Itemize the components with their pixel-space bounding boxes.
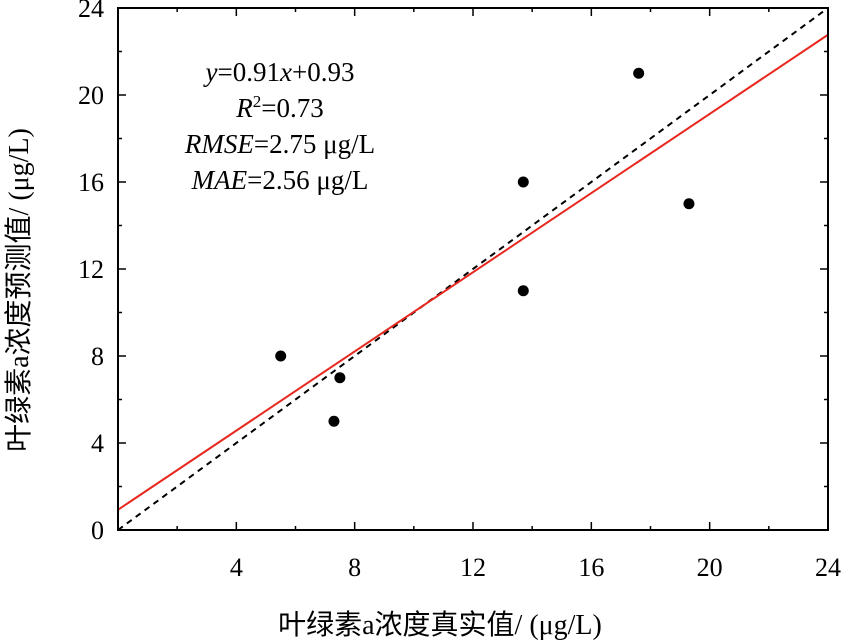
- y-tick-label: 12: [78, 255, 104, 284]
- identity-line: [117, 7, 829, 531]
- y-tick-labels: 0 4 8 12 16 20 24: [78, 0, 104, 545]
- y-axis-title: 叶绿素a浓度预测值/ (μg/L): [3, 128, 35, 452]
- y-tick-label: 4: [91, 429, 104, 458]
- y-tick-label: 8: [91, 342, 104, 371]
- x-tick-label: 24: [815, 553, 841, 582]
- plot-frame: [117, 7, 829, 531]
- y-tick-label: 24: [78, 0, 104, 23]
- x-tick-label: 20: [697, 553, 723, 582]
- x-tick-label: 12: [460, 553, 486, 582]
- r2-label: R2=0.73: [235, 92, 323, 123]
- data-point: [683, 198, 695, 210]
- data-point: [334, 372, 346, 384]
- x-tick-label: 16: [578, 553, 604, 582]
- fit-line: [117, 33, 829, 511]
- x-tick-labels: 4 8 12 16 20 24: [230, 553, 841, 582]
- y-tick-label: 0: [91, 516, 104, 545]
- regression-lines: [117, 7, 829, 531]
- equation-label: y=0.91x+0.93: [203, 57, 355, 87]
- data-point: [633, 67, 645, 79]
- data-point: [517, 176, 529, 188]
- data-point: [328, 415, 340, 427]
- y-tick-label: 20: [78, 81, 104, 110]
- x-tick-label: 4: [230, 553, 243, 582]
- mae-label: MAE=2.56 μg/L: [191, 165, 369, 195]
- data-points: [275, 67, 695, 427]
- rmse-label: RMSE=2.75 μg/L: [184, 129, 375, 159]
- data-point: [517, 285, 529, 297]
- x-axis-title: 叶绿素a浓度真实值/ (μg/L): [278, 609, 602, 641]
- stats-annotation: y=0.91x+0.93 R2=0.73 RMSE=2.75 μg/L MAE=…: [184, 57, 375, 195]
- data-point: [275, 350, 287, 362]
- y-tick-label: 16: [78, 168, 104, 197]
- x-tick-label: 8: [348, 553, 361, 582]
